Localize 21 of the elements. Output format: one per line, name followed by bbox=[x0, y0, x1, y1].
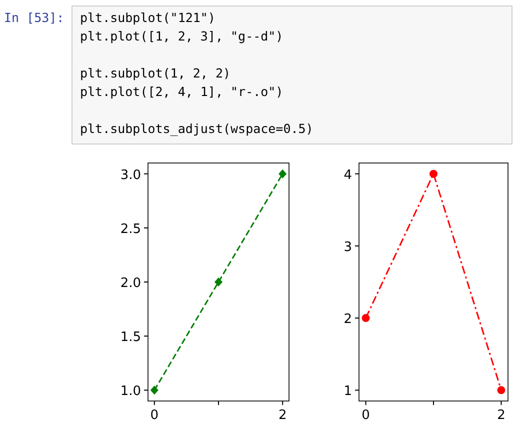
point bbox=[362, 314, 370, 322]
point bbox=[278, 169, 287, 178]
y-tick-label: 1 bbox=[344, 384, 352, 400]
point bbox=[497, 386, 506, 394]
point bbox=[214, 278, 222, 286]
point bbox=[430, 170, 438, 178]
y-tick-label: 3 bbox=[344, 240, 352, 255]
y-tick-label: 2 bbox=[344, 312, 352, 328]
y-tick-label: 2.0 bbox=[120, 276, 141, 291]
y-tick-label: 3.0 bbox=[120, 168, 141, 183]
y-tick-label: 1.0 bbox=[120, 384, 141, 400]
y-tick-label: 1.5 bbox=[120, 330, 141, 346]
y-tick-label: 4 bbox=[344, 168, 352, 183]
x-tick-label: 2 bbox=[278, 408, 287, 423]
point bbox=[150, 386, 158, 395]
y-tick-label: 2.5 bbox=[120, 222, 141, 237]
text: In [53]: bbox=[4, 10, 64, 25]
x-tick-label: 0 bbox=[362, 408, 370, 423]
x-tick-label: 2 bbox=[497, 408, 506, 423]
text: plt.subplot("121") plt.plot([1, 2, 3], "g--d") plt.subplot(1, 2, 2) plt.plot([2, 4, 1], "r-.o") plt.subplots_adjust(wspace=0.5) bbox=[80, 10, 314, 136]
x-tick-label: 0 bbox=[150, 408, 159, 423]
